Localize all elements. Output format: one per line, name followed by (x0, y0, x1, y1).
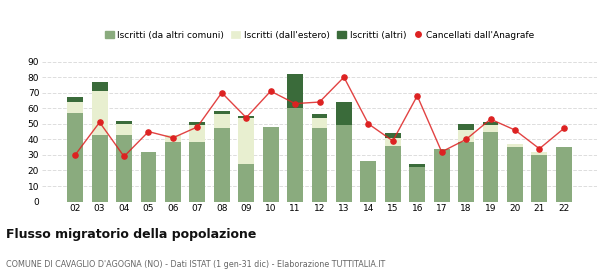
Bar (287, 74, 303, 108)
Bar (214, 129, 230, 202)
Bar (458, 130, 474, 143)
Bar (556, 147, 572, 202)
Point (290, 101, 300, 106)
Point (266, 89, 275, 94)
Bar (532, 155, 547, 202)
Bar (67, 113, 83, 202)
Bar (238, 116, 254, 118)
Bar (92, 82, 107, 91)
Point (315, 100, 325, 104)
Point (388, 139, 398, 143)
Bar (311, 115, 328, 118)
Bar (409, 164, 425, 167)
Bar (116, 121, 132, 124)
Bar (116, 124, 132, 135)
Bar (214, 111, 230, 115)
Bar (190, 125, 205, 143)
Bar (92, 91, 107, 135)
Point (535, 146, 544, 151)
Bar (287, 108, 303, 202)
Point (119, 154, 129, 159)
Text: Flusso migratorio della popolazione: Flusso migratorio della popolazione (6, 228, 256, 241)
Bar (238, 164, 254, 202)
Point (412, 94, 422, 98)
Point (461, 137, 471, 142)
Bar (385, 133, 401, 138)
Point (437, 150, 446, 154)
Bar (336, 102, 352, 125)
Bar (482, 122, 499, 125)
Point (364, 122, 373, 126)
Bar (140, 152, 157, 202)
Bar (507, 147, 523, 202)
Bar (311, 118, 328, 129)
Bar (165, 135, 181, 143)
Bar (67, 97, 83, 102)
Point (510, 128, 520, 132)
Bar (190, 143, 205, 202)
Bar (532, 152, 547, 155)
Bar (263, 127, 278, 202)
Point (70, 153, 80, 157)
Point (168, 136, 178, 140)
Bar (409, 167, 425, 202)
Bar (385, 146, 401, 202)
Bar (190, 122, 205, 125)
Bar (214, 115, 230, 129)
Point (143, 129, 153, 134)
Bar (336, 125, 352, 202)
Bar (361, 161, 376, 202)
Bar (311, 129, 328, 202)
Bar (238, 118, 254, 164)
Bar (165, 143, 181, 202)
Bar (458, 143, 474, 202)
Bar (385, 138, 401, 146)
Bar (92, 135, 107, 202)
Bar (434, 149, 449, 202)
Bar (482, 132, 499, 202)
Legend: Iscritti (da altri comuni), Iscritti (dall'estero), Iscritti (altri), Cancellati: Iscritti (da altri comuni), Iscritti (da… (101, 27, 538, 43)
Bar (67, 102, 83, 113)
Point (339, 75, 349, 80)
Bar (482, 125, 499, 132)
Bar (458, 124, 474, 130)
Point (193, 125, 202, 129)
Point (486, 117, 496, 122)
Point (241, 115, 251, 120)
Bar (116, 135, 132, 202)
Point (559, 126, 569, 131)
Point (217, 90, 227, 95)
Bar (507, 144, 523, 147)
Point (95, 120, 104, 125)
Text: COMUNE DI CAVAGLIO D'AGOGNA (NO) - Dati ISTAT (1 gen-31 dic) - Elaborazione TUTT: COMUNE DI CAVAGLIO D'AGOGNA (NO) - Dati … (6, 260, 385, 269)
